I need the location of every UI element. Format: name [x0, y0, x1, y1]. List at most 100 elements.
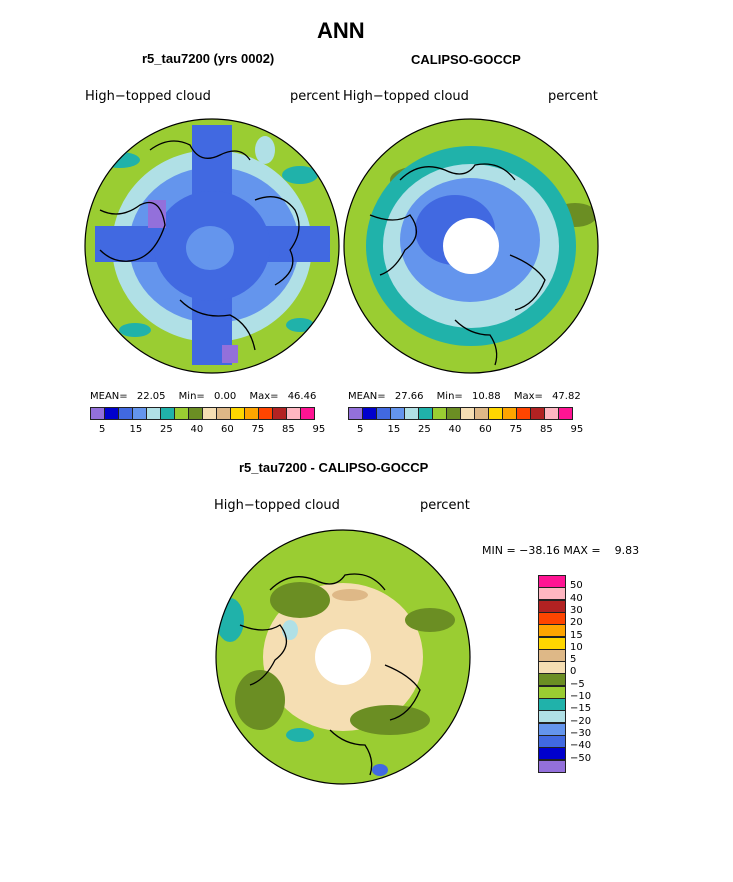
- colorbar-swatch: [432, 407, 447, 420]
- colorbar-tick-label: 40: [448, 424, 462, 435]
- colorbar-swatch: [348, 407, 363, 420]
- colorbar-tick-label: 15: [570, 629, 583, 641]
- colorbar-tick-label: −10: [570, 691, 592, 702]
- colorbar-tick-label: −5: [570, 678, 585, 690]
- colorbar-tick-label: 25: [160, 424, 173, 435]
- colorbar-swatch: [90, 407, 105, 420]
- colorbar-tick-label: −15: [570, 703, 592, 715]
- colorbar-swatch: [216, 407, 231, 420]
- colorbar-swatch: [538, 587, 566, 601]
- panel-2-max-label: Max=: [513, 391, 543, 402]
- colorbar-swatch: [202, 407, 217, 420]
- panel-2-stats: MEAN= 27.66 Min= 10.88 Max= 47.82: [348, 391, 620, 402]
- colorbar-swatch: [538, 698, 566, 711]
- colorbar-tick-label: 15: [387, 424, 401, 435]
- panel-1-units-label: percent: [290, 89, 340, 104]
- colorbar-swatch: [362, 407, 377, 420]
- colorbar-tick-label: 60: [221, 424, 234, 435]
- colorbar-tick-label: 20: [570, 617, 583, 629]
- colorbar-swatch: [538, 722, 566, 736]
- colorbar-swatch: [558, 407, 573, 420]
- colorbar-swatch: [544, 407, 559, 420]
- panel-1-max: 46.46: [287, 391, 317, 402]
- panel-2-min-label: Min=: [436, 391, 463, 402]
- colorbar-swatch: [538, 611, 566, 625]
- colorbar-swatch: [286, 407, 301, 420]
- panel-2-subtitle: CALIPSO-GOCCP: [411, 52, 521, 67]
- colorbar-swatch: [538, 759, 566, 773]
- colorbar-tick-label: 60: [479, 424, 492, 435]
- difference-variable-label: High−topped cloud: [214, 498, 340, 513]
- difference-minmax: MIN = −38.16 MAX = 9.83: [482, 544, 640, 557]
- panel-2-min: 10.88: [471, 391, 501, 402]
- panel-1-min-label: Min=: [178, 391, 205, 402]
- panel-1-mean: 22.05: [136, 391, 166, 402]
- colorbar-tick-label: 50: [570, 580, 583, 592]
- panel-1-mean-label: MEAN=: [90, 391, 128, 402]
- colorbar-swatch: [132, 407, 147, 420]
- colorbar-tick-label: 95: [312, 424, 326, 435]
- colorbar-tick-label: 85: [540, 424, 553, 435]
- panel-1-min: 0.00: [213, 391, 237, 402]
- colorbar-swatch: [538, 648, 566, 662]
- colorbar-swatch: [118, 407, 133, 420]
- panel-2-mean-label: MEAN=: [348, 391, 386, 402]
- panel-2-mean: 27.66: [394, 391, 424, 402]
- colorbar-swatch: [538, 661, 566, 675]
- colorbar-swatch: [460, 407, 475, 420]
- difference-title: r5_tau7200 - CALIPSO-GOCCP: [239, 460, 429, 475]
- panel-2-variable-label: High−topped cloud: [343, 89, 469, 104]
- colorbar-swatch: [538, 575, 566, 588]
- colorbar-tick-label: 0: [570, 666, 577, 678]
- colorbar-tick-label: 75: [251, 424, 265, 435]
- colorbar-tick-label: −50: [570, 752, 592, 764]
- colorbar-tick-label: 10: [570, 641, 583, 653]
- colorbar-tick-label: 5: [357, 424, 364, 435]
- panel-2-units-label: percent: [548, 89, 598, 104]
- colorbar-swatch: [538, 624, 566, 638]
- model-polar-map: [85, 119, 339, 373]
- panel-2-colorbar: [348, 407, 573, 420]
- colorbar-swatch: [474, 407, 489, 420]
- colorbar-swatch: [390, 407, 405, 420]
- colorbar-tick-label: 25: [418, 424, 431, 435]
- colorbar-tick-label: 30: [570, 604, 583, 616]
- difference-units-label: percent: [420, 498, 470, 513]
- colorbar-swatch: [538, 734, 566, 748]
- colorbar-swatch: [104, 407, 119, 420]
- colorbar-tick-label: −40: [570, 740, 592, 752]
- colorbar-tick-label: 40: [190, 424, 204, 435]
- colorbar-swatch: [300, 407, 315, 420]
- panel-1-variable-label: High−topped cloud: [85, 89, 211, 104]
- colorbar-swatch: [538, 747, 566, 761]
- colorbar-swatch: [538, 710, 566, 724]
- colorbar-swatch: [146, 407, 161, 420]
- colorbar-tick-label: 95: [570, 424, 584, 435]
- panel-1-colorbar: [90, 407, 315, 420]
- colorbar-swatch: [446, 407, 461, 420]
- colorbar-tick-label: −30: [570, 727, 592, 739]
- colorbar-swatch: [404, 407, 419, 420]
- colorbar-tick-label: −20: [570, 715, 592, 727]
- colorbar-tick-label: 15: [129, 424, 143, 435]
- colorbar-swatch: [230, 407, 245, 420]
- colorbar-swatch: [418, 407, 433, 420]
- colorbar-tick-label: 5: [570, 654, 577, 666]
- colorbar-swatch: [502, 407, 517, 420]
- panel-1-subtitle: r5_tau7200 (yrs 0002): [142, 51, 275, 66]
- colorbar-swatch: [538, 685, 566, 699]
- colorbar-swatch: [488, 407, 503, 420]
- colorbar-swatch: [516, 407, 531, 420]
- colorbar-tick-label: 85: [282, 424, 295, 435]
- observation-polar-map: [344, 119, 598, 373]
- colorbar-swatch: [272, 407, 287, 420]
- colorbar-tick-label: 40: [570, 592, 583, 604]
- colorbar-swatch: [174, 407, 189, 420]
- colorbar-swatch: [244, 407, 259, 420]
- colorbar-swatch: [538, 673, 566, 687]
- colorbar-swatch: [538, 599, 566, 613]
- colorbar-swatch: [188, 407, 203, 420]
- panel-2-max: 47.82: [552, 391, 581, 402]
- panel-1-stats: MEAN= 22.05 Min= 0.00 Max= 46.46: [90, 391, 362, 402]
